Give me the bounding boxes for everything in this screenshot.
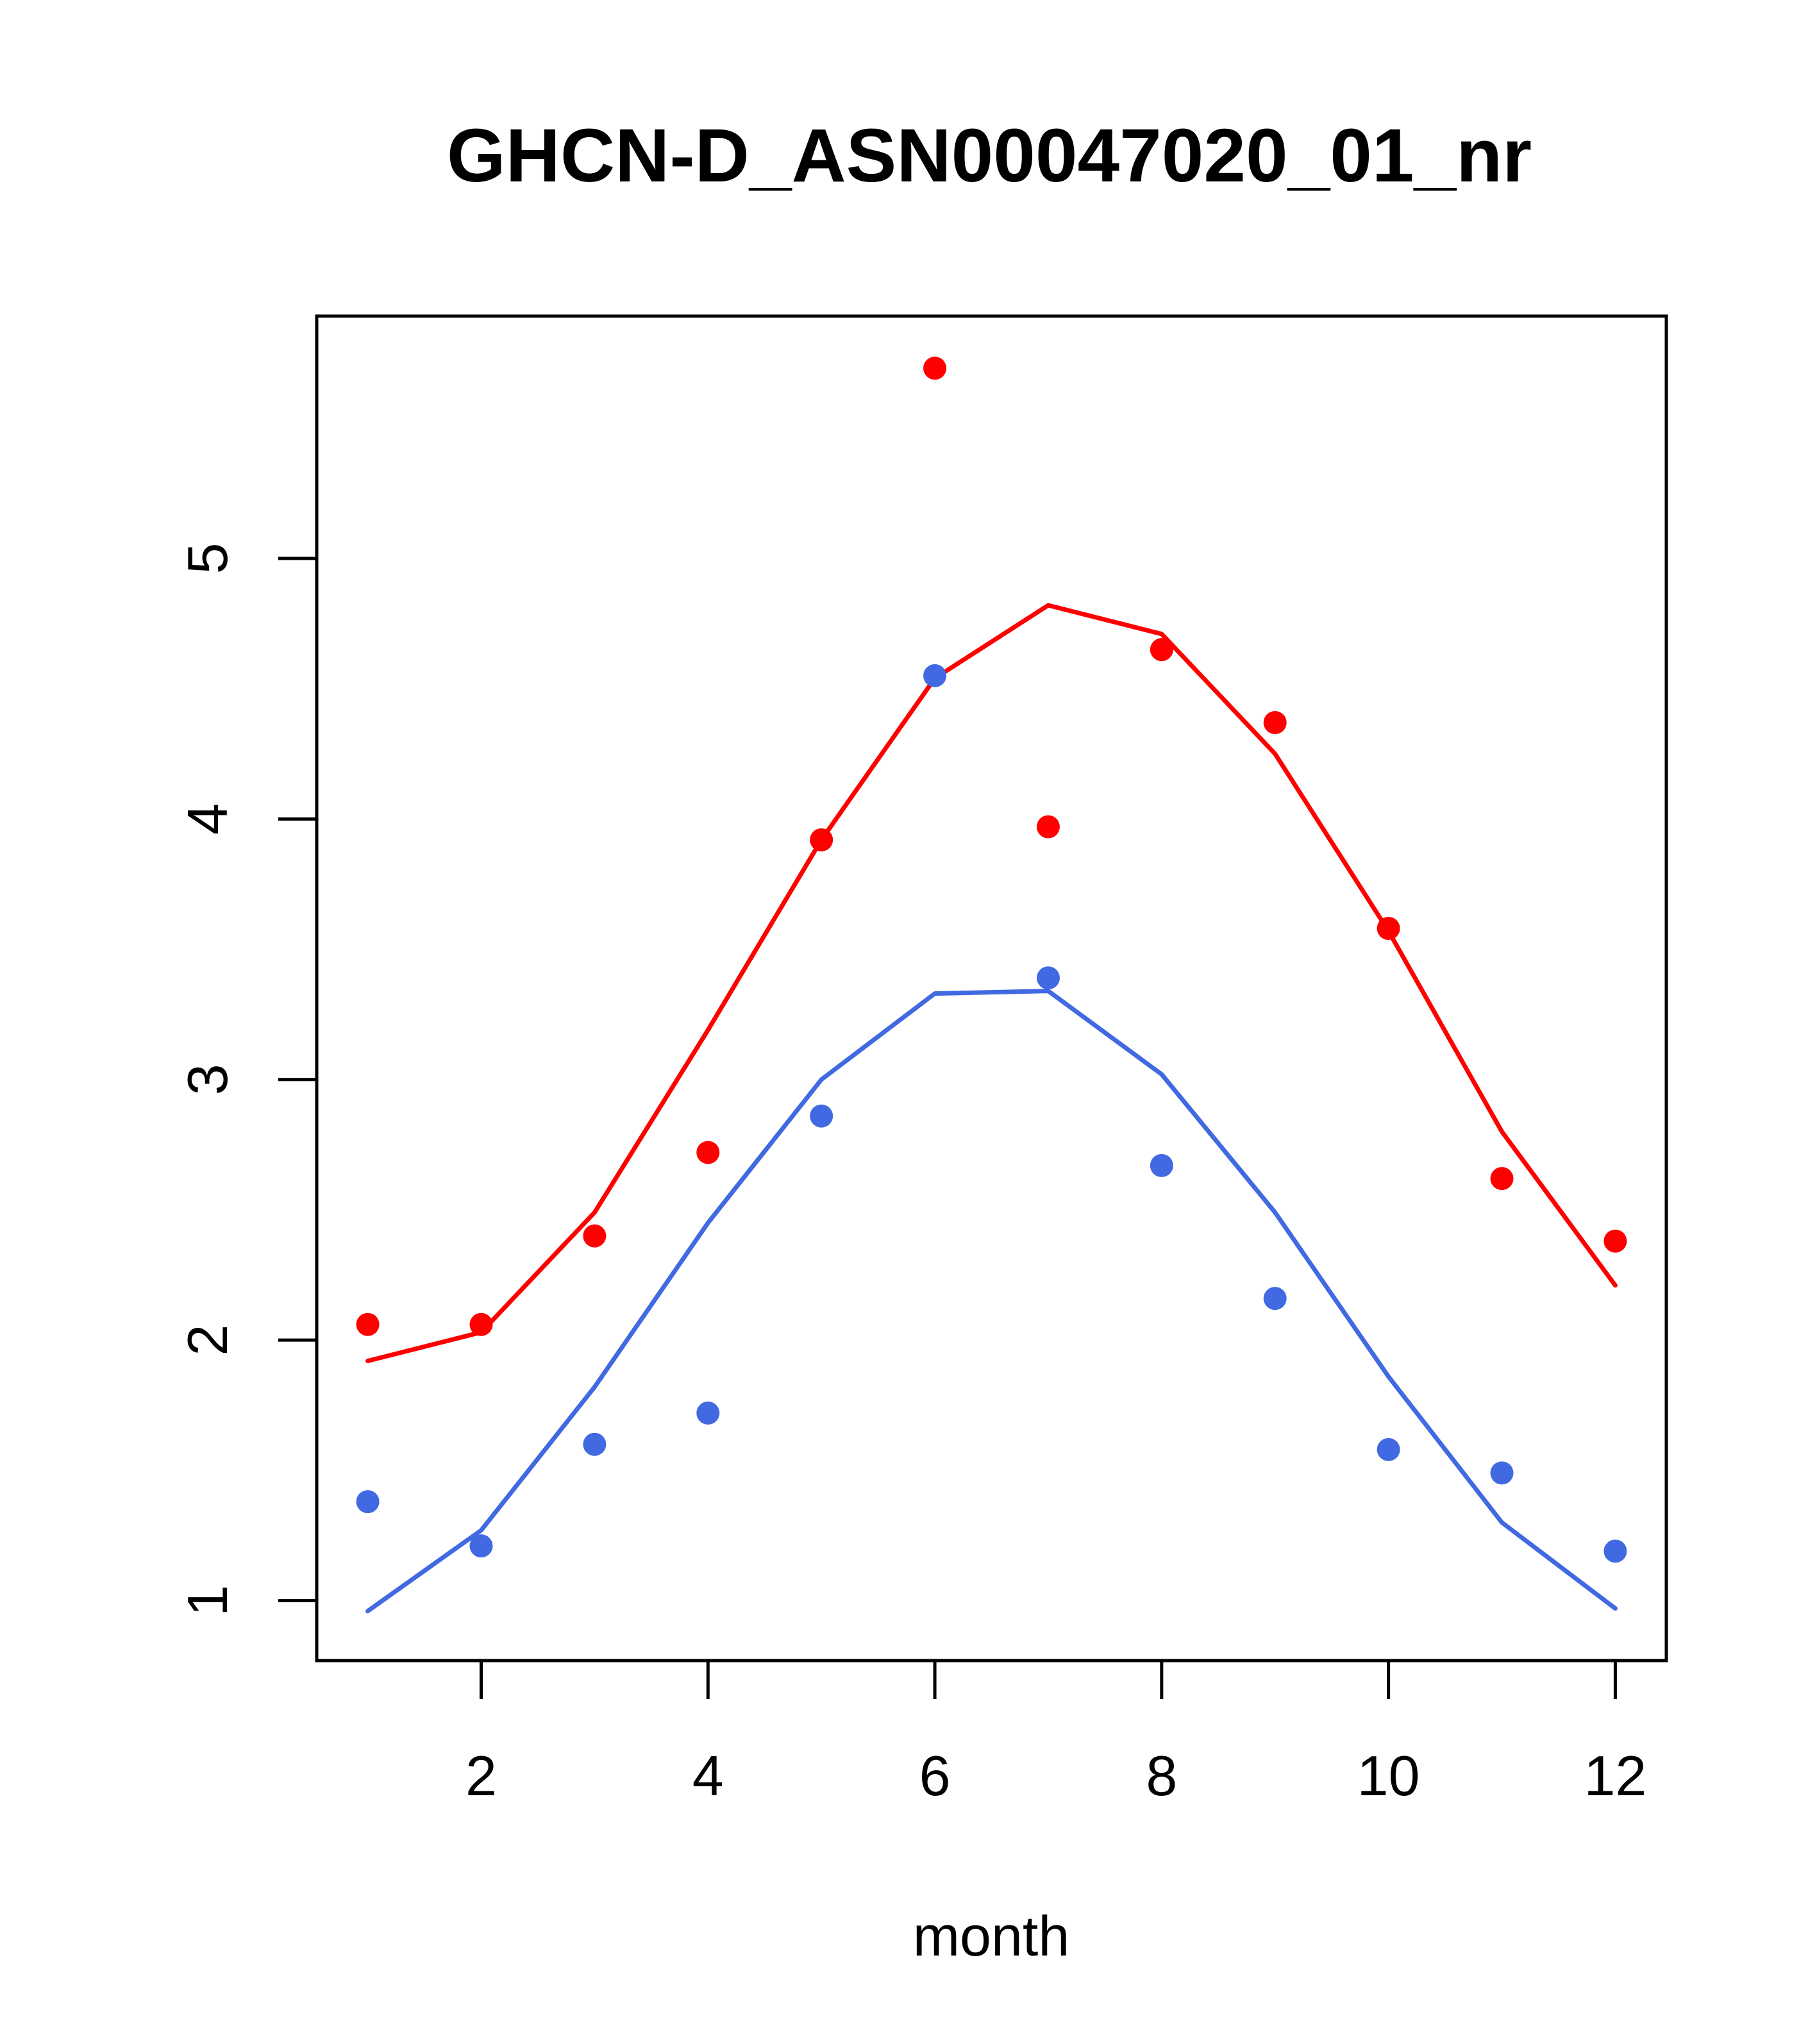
series-1-point <box>1377 917 1400 941</box>
y-tick-label: 3 <box>176 1064 239 1095</box>
series-2-point <box>1036 966 1060 990</box>
series-2-point <box>810 1104 833 1128</box>
plot-area <box>315 314 1668 1663</box>
x-tick-label: 12 <box>1584 1744 1646 1807</box>
series-1-point <box>1490 1167 1514 1191</box>
x-tick-label: 6 <box>919 1744 951 1807</box>
series-layer <box>356 356 1627 1614</box>
y-axis: 1 2 3 4 5 <box>176 542 319 1616</box>
x-tick-label: 4 <box>692 1744 724 1807</box>
series-1-point <box>923 356 947 380</box>
series-2-point <box>923 664 947 687</box>
series-2-point <box>469 1534 493 1558</box>
series-1-point <box>583 1224 607 1248</box>
series-1-point <box>356 1312 380 1336</box>
y-tick-label: 5 <box>176 542 239 574</box>
series-2-point <box>583 1432 607 1456</box>
series-2-point <box>1150 1153 1173 1177</box>
series-2-point <box>1603 1539 1627 1563</box>
x-axis-label: month <box>913 1904 1070 1968</box>
series-2-point <box>696 1401 720 1425</box>
x-tick-label: 8 <box>1146 1744 1177 1807</box>
series-1-point <box>469 1312 493 1336</box>
x-axis: 2 4 6 8 10 12 <box>465 1659 1646 1807</box>
series-2-point <box>1490 1461 1514 1485</box>
y-tick-label: 2 <box>176 1325 239 1356</box>
series-1-point <box>696 1141 720 1164</box>
series-1-point <box>1150 638 1173 662</box>
x-tick-label: 10 <box>1357 1744 1420 1807</box>
series-1-point <box>1036 815 1060 839</box>
chart-title: GHCN-D_ASN00047020_01_nr <box>447 113 1532 198</box>
series-2-point <box>1377 1437 1400 1461</box>
series-2-point <box>356 1490 380 1514</box>
series-1-point <box>810 828 833 851</box>
series-2-point <box>1263 1287 1287 1311</box>
series-1-point <box>1603 1229 1627 1253</box>
series-2-line <box>365 989 1618 1614</box>
series-1-point <box>1263 710 1287 734</box>
series-1-line <box>365 603 1618 1364</box>
y-tick-label: 4 <box>176 803 239 835</box>
x-tick-label: 2 <box>465 1744 497 1807</box>
y-tick-label: 1 <box>176 1585 239 1616</box>
